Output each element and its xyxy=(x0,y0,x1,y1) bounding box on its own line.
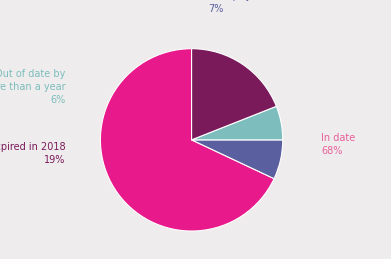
Text: Expired in 2018
19%: Expired in 2018 19% xyxy=(0,142,66,165)
Text: In date
68%: In date 68% xyxy=(321,133,355,156)
Wedge shape xyxy=(192,106,283,140)
Text: Out of date by
more than a year
6%: Out of date by more than a year 6% xyxy=(0,69,66,105)
Wedge shape xyxy=(100,49,274,231)
Text: Unable to locate strategy,
or expiry date unclear
7%: Unable to locate strategy, or expiry dat… xyxy=(208,0,335,14)
Wedge shape xyxy=(192,49,276,140)
Wedge shape xyxy=(192,140,283,179)
